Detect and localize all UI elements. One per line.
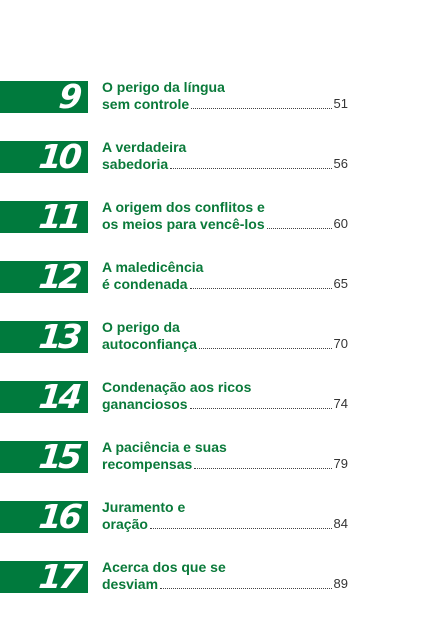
- chapter-title[interactable]: A origem dos conflitos e os meios para v…: [102, 199, 332, 233]
- chapter-number: 16: [37, 497, 82, 536]
- chapter-title[interactable]: Condenação aos ricos gananciosos: [102, 379, 332, 413]
- chapter-number: 15: [37, 437, 82, 476]
- toc-entry[interactable]: 14 Condenação aos ricos gananciosos 74: [0, 377, 444, 416]
- chapter-title-line-1: A origem dos conflitos e: [102, 199, 265, 215]
- chapter-title-line-2: os meios para vencê-los: [102, 216, 265, 232]
- chapter-title[interactable]: O perigo da autoconfiança: [102, 319, 332, 353]
- chapter-number-block: 12: [0, 257, 88, 296]
- chapter-title[interactable]: Acerca dos que se desviam: [102, 559, 332, 593]
- dot-leader: [170, 168, 332, 169]
- chapter-number: 17: [37, 557, 82, 596]
- chapter-title[interactable]: O perigo da língua sem controle: [102, 79, 332, 113]
- chapter-number-block: 10: [0, 137, 88, 176]
- chapter-title-line-2: recompensas: [102, 456, 193, 472]
- dot-leader: [198, 348, 332, 349]
- chapter-number-block: 14: [0, 377, 88, 416]
- page-number: 56: [333, 156, 348, 171]
- toc-entry[interactable]: 10 A verdadeira sabedoria 56: [0, 137, 444, 176]
- chapter-title-line-1: A verdadeira: [102, 139, 187, 155]
- chapter-title-line-1: A paciência e suas: [102, 439, 227, 455]
- chapter-title-line-2: sem controle: [102, 96, 190, 112]
- chapter-title[interactable]: Juramento e oração: [102, 499, 332, 533]
- chapter-title-line-2: autoconfiança: [102, 336, 197, 352]
- chapter-title-line-1: O perigo da língua: [102, 79, 225, 95]
- dot-leader: [189, 288, 332, 289]
- chapter-title-line-1: Condenação aos ricos: [102, 379, 252, 395]
- chapter-title[interactable]: A paciência e suas recompensas: [102, 439, 332, 473]
- chapter-title[interactable]: A verdadeira sabedoria: [102, 139, 332, 173]
- chapter-number-block: 11: [0, 197, 88, 236]
- chapter-title-line-2: é condenada: [102, 276, 188, 292]
- chapter-title-line-1: A maledicência: [102, 259, 204, 275]
- chapter-number: 12: [37, 257, 82, 296]
- page-number: 79: [333, 456, 348, 471]
- page-number: 51: [333, 96, 348, 111]
- dot-leader: [191, 108, 332, 109]
- toc-entry[interactable]: 16 Juramento e oração 84: [0, 497, 444, 536]
- dot-leader: [194, 468, 332, 469]
- dot-leader: [149, 528, 332, 529]
- chapter-number-block: 9: [0, 77, 88, 116]
- page-number: 89: [333, 576, 348, 591]
- toc-entry[interactable]: 15 A paciência e suas recompensas 79: [0, 437, 444, 476]
- page-number: 65: [333, 276, 348, 291]
- chapter-title-line-2: gananciosos: [102, 396, 188, 412]
- chapter-number: 9: [57, 77, 82, 116]
- chapter-number-block: 16: [0, 497, 88, 536]
- dot-leader: [266, 228, 332, 229]
- toc-entry[interactable]: 12 A maledicência é condenada 65: [0, 257, 444, 296]
- chapter-title-line-1: Acerca dos que se: [102, 559, 226, 575]
- chapter-title-line-1: Juramento e: [102, 499, 186, 515]
- dot-leader: [189, 408, 332, 409]
- chapter-number-block: 15: [0, 437, 88, 476]
- chapter-number: 11: [37, 197, 82, 236]
- chapter-number: 13: [37, 317, 82, 356]
- toc-entry[interactable]: 9 O perigo da língua sem controle 51: [0, 77, 444, 116]
- dot-leader: [160, 588, 332, 589]
- page-number: 60: [333, 216, 348, 231]
- chapter-title-line-2: sabedoria: [102, 156, 169, 172]
- chapter-number: 10: [37, 137, 82, 176]
- page-number: 74: [333, 396, 348, 411]
- chapter-title-line-2: desviam: [102, 576, 159, 592]
- toc-entry[interactable]: 17 Acerca dos que se desviam 89: [0, 557, 444, 596]
- page-number: 84: [333, 516, 348, 531]
- chapter-number-block: 13: [0, 317, 88, 356]
- chapter-title-line-1: O perigo da: [102, 319, 180, 335]
- page-number: 70: [333, 336, 348, 351]
- toc-entry[interactable]: 11 A origem dos conflitos e os meios par…: [0, 197, 444, 236]
- chapter-number: 14: [37, 377, 82, 416]
- chapter-title-line-2: oração: [102, 516, 148, 532]
- chapter-title[interactable]: A maledicência é condenada: [102, 259, 332, 293]
- toc-entry[interactable]: 13 O perigo da autoconfiança 70: [0, 317, 444, 356]
- chapter-number-block: 17: [0, 557, 88, 596]
